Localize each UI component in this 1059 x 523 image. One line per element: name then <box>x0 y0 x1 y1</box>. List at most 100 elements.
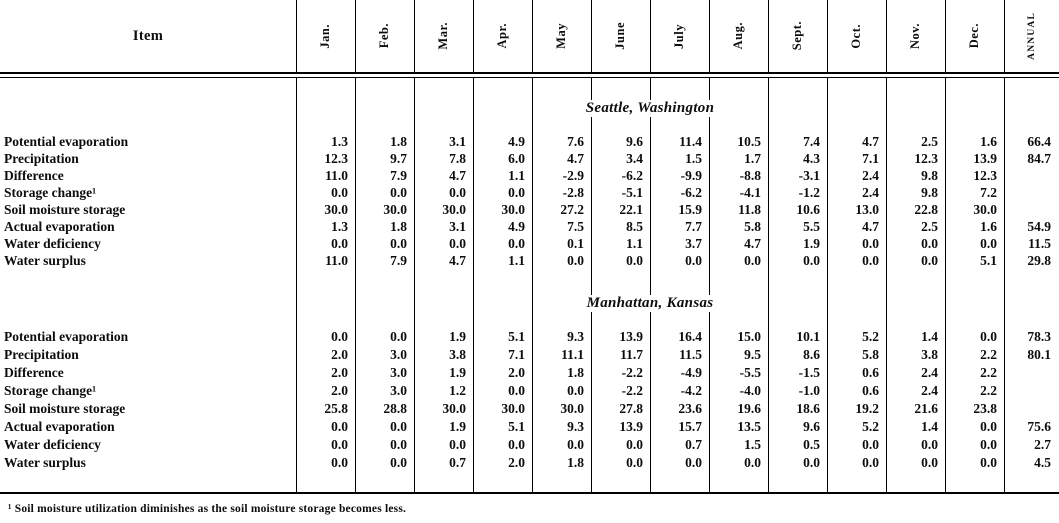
cell-value: -6.2 <box>680 185 702 200</box>
column-header-month: Feb. <box>355 0 414 72</box>
column-header-month: Mar. <box>414 0 473 72</box>
cell-value: 0.0 <box>685 253 702 268</box>
cell-value: 11.4 <box>679 134 702 149</box>
cell-annual <box>1004 382 1059 400</box>
cell-value: 2.5 <box>921 134 938 149</box>
column-header-month: May <box>532 0 591 72</box>
cell-value: 10.6 <box>796 202 820 217</box>
column-rule <box>945 0 946 492</box>
cell-annual: 54.9 <box>1027 219 1051 234</box>
header-double-rule <box>0 72 1059 78</box>
cell-value: 0.0 <box>921 455 938 470</box>
cell-value: 0.0 <box>626 437 643 452</box>
cell-value: -1.0 <box>798 383 820 398</box>
cell-value: 23.8 <box>973 401 997 416</box>
row-label: Soil moisture storage <box>4 401 126 416</box>
cell-value: 2.0 <box>508 455 525 470</box>
table-row: Potential evaporation 0.0 0.0 1.9 5.1 9.3 13.9… <box>0 328 1059 346</box>
cell-value: 30.0 <box>324 202 348 217</box>
cell-value: 21.6 <box>914 401 938 416</box>
spacer <box>0 120 1059 133</box>
column-rule <box>827 0 828 492</box>
cell-value: 7.1 <box>508 347 525 362</box>
column-rule <box>473 0 474 492</box>
cell-value: 2.4 <box>862 168 879 183</box>
cell-value: 8.5 <box>626 219 643 234</box>
cell-value: 30.0 <box>501 202 525 217</box>
row-label: Potential evaporation <box>4 134 129 149</box>
section-title-area: Seattle, Washington <box>296 99 1004 117</box>
spacer <box>0 315 1059 328</box>
cell-value: 7.2 <box>980 185 997 200</box>
cell-value: 0.0 <box>390 185 407 200</box>
cell-value: 5.2 <box>862 419 879 434</box>
column-rule <box>532 0 533 492</box>
cell-value: 30.0 <box>383 202 407 217</box>
cell-value: 0.0 <box>744 455 761 470</box>
cell-value: 0.0 <box>390 455 407 470</box>
month-label: Sept. <box>790 21 804 51</box>
cell-value: 0.0 <box>331 437 348 452</box>
cell-annual: 75.6 <box>1027 419 1051 434</box>
cell-annual: 2.7 <box>1034 437 1051 452</box>
row-label: Actual evaporation <box>4 219 115 234</box>
cell-value: 4.9 <box>508 219 525 234</box>
cell-value: -1.5 <box>798 365 820 380</box>
cell-value: 0.0 <box>390 236 407 251</box>
row-label: Actual evaporation <box>4 419 115 434</box>
cell-value: 25.8 <box>324 401 348 416</box>
cell-annual: 11.5 <box>1028 236 1051 251</box>
cell-value: 9.3 <box>567 329 584 344</box>
table-row: Water surplus 0.0 0.0 0.7 2.0 1.8 0.0 0.0 0.0 0.0… <box>0 454 1059 472</box>
table-row: Precipitation 2.0 3.0 3.8 7.1 11.1 11.7 11.5 9.5… <box>0 346 1059 364</box>
cell-value: 0.0 <box>390 419 407 434</box>
cell-value: -8.8 <box>739 168 761 183</box>
cell-value: 18.6 <box>796 401 820 416</box>
cell-value: 0.0 <box>331 419 348 434</box>
table-bottom-rule <box>0 492 1059 494</box>
cell-value: 2.2 <box>980 383 997 398</box>
cell-value: 0.0 <box>567 437 584 452</box>
cell-value: 0.0 <box>508 383 525 398</box>
cell-value: 8.6 <box>803 347 820 362</box>
table-header-row: Item Jan. Feb. Mar. Apr. May June July Aug. Sept… <box>0 0 1059 72</box>
cell-value: 0.0 <box>921 253 938 268</box>
cell-value: 3.0 <box>390 347 407 362</box>
cell-value: 0.0 <box>685 455 702 470</box>
cell-value: 30.0 <box>442 401 466 416</box>
cell-value: 3.8 <box>921 347 938 362</box>
row-label: Water surplus <box>4 253 86 268</box>
cell-value: -4.9 <box>680 365 702 380</box>
column-header-annual: ANNUAL <box>1004 0 1059 72</box>
cell-value: 7.5 <box>567 219 584 234</box>
cell-value: 30.0 <box>442 202 466 217</box>
month-headers: Jan. Feb. Mar. Apr. May June July Aug. Sept. Oct.… <box>296 0 1059 72</box>
month-label: Mar. <box>436 22 450 50</box>
cell-value: 2.0 <box>508 365 525 380</box>
cell-value: 0.6 <box>862 365 879 380</box>
cell-value: 12.3 <box>914 151 938 166</box>
cell-annual: 78.3 <box>1027 329 1051 344</box>
cell-value: 4.7 <box>449 168 466 183</box>
cell-value: 0.0 <box>980 236 997 251</box>
cell-value: 2.0 <box>331 347 348 362</box>
column-header-month: June <box>591 0 650 72</box>
cell-value: 4.7 <box>862 219 879 234</box>
cell-value: -2.8 <box>562 185 584 200</box>
column-header-month: Dec. <box>945 0 1004 72</box>
cell-value: 0.0 <box>508 185 525 200</box>
cell-value: 3.4 <box>626 151 643 166</box>
cell-value: 13.5 <box>737 419 761 434</box>
row-label: Storage change¹ <box>4 383 97 398</box>
cell-value: 4.7 <box>567 151 584 166</box>
cell-annual: 4.5 <box>1034 455 1051 470</box>
cell-value: 9.6 <box>803 419 820 434</box>
cell-value: 1.6 <box>980 219 997 234</box>
cell-value: 7.9 <box>390 253 407 268</box>
cell-value: 1.7 <box>744 151 761 166</box>
cell-value: -2.2 <box>621 365 643 380</box>
cell-value: 0.7 <box>449 455 466 470</box>
month-label: Oct. <box>849 23 863 49</box>
cell-annual: 66.4 <box>1027 134 1051 149</box>
cell-value: 4.7 <box>449 253 466 268</box>
